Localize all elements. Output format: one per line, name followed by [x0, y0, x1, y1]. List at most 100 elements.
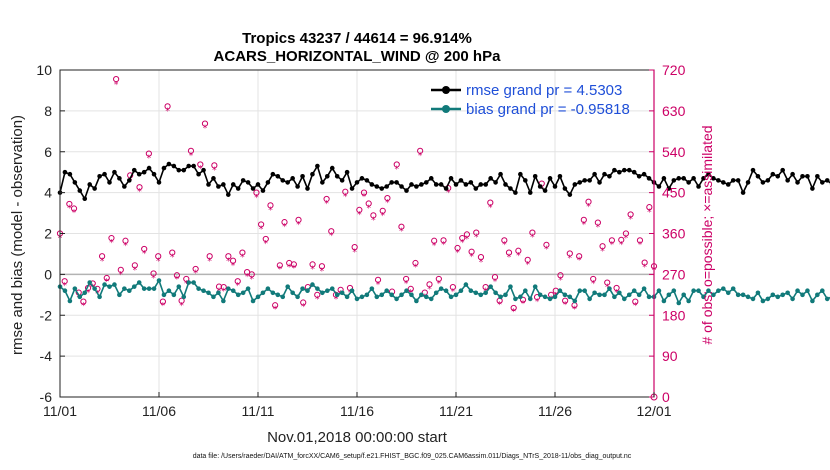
bias-point — [62, 288, 68, 294]
rmse-point — [770, 171, 776, 177]
bias-point — [557, 288, 563, 294]
obs-assimilated-point: * — [315, 295, 320, 305]
obs-assimilated-point: * — [81, 301, 86, 311]
bias-point — [285, 284, 291, 289]
rmse-point — [641, 171, 647, 177]
bias-point — [750, 296, 756, 302]
obs-assimilated-point: * — [156, 257, 161, 267]
obs-assimilated-point: * — [231, 261, 236, 271]
obs-possible-point — [178, 297, 185, 304]
obs-possible-point — [239, 249, 246, 256]
obs-assimilated-point: * — [100, 257, 105, 267]
bias-point — [567, 294, 573, 300]
obs-assimilated-point: * — [395, 165, 400, 175]
obs-possible-point — [183, 275, 190, 283]
obs-assimilated-point: * — [544, 245, 549, 255]
bias-point — [760, 298, 766, 304]
bias-point — [740, 292, 746, 298]
obs-assimilated-point: * — [390, 292, 395, 302]
bias-point — [730, 286, 736, 291]
rmse-point — [329, 165, 335, 171]
obs-possible-point — [267, 202, 274, 209]
obs-possible-point — [393, 161, 400, 168]
rmse-point — [92, 186, 97, 191]
bias-point — [374, 294, 380, 300]
obs-assimilated-point: * — [147, 154, 152, 164]
obs-assimilated-point: * — [647, 208, 652, 218]
rmse-point — [701, 176, 706, 181]
bias-point — [102, 282, 107, 287]
obs-possible-point — [145, 150, 152, 157]
obs-assimilated-point: * — [301, 302, 306, 312]
rmse-point — [379, 186, 385, 191]
bias-point — [146, 286, 152, 291]
rmse-point — [404, 188, 409, 193]
bias-point — [676, 300, 682, 306]
rmse-point — [503, 182, 508, 187]
rmse-point — [250, 186, 256, 191]
obs-possible-point — [524, 256, 531, 263]
obs-possible-point — [276, 262, 283, 269]
obs-assimilated-point: * — [62, 281, 67, 291]
bias-point — [518, 294, 523, 300]
bias-point — [67, 298, 73, 304]
bias-point — [641, 286, 647, 291]
bias-point — [513, 296, 518, 302]
obs-possible-point — [641, 259, 648, 266]
y-tick-label: 2 — [44, 226, 52, 242]
obs-assimilated-point: * — [633, 301, 638, 311]
obs-assimilated-point: * — [310, 265, 315, 275]
obs-possible-point — [98, 253, 106, 260]
bias-point — [275, 292, 281, 298]
obs-possible-point — [253, 189, 260, 196]
rmse-point — [810, 186, 815, 191]
bias-point — [612, 294, 617, 300]
obs-possible-point — [487, 199, 494, 206]
bias-point — [82, 290, 88, 296]
bias-point — [211, 294, 216, 300]
obs-possible-point — [505, 249, 513, 256]
rmse-point — [320, 180, 325, 185]
rmse-point — [414, 184, 419, 189]
obs-assimilated-point: * — [221, 287, 226, 297]
obs-assimilated-point: * — [493, 278, 498, 288]
bias-point — [448, 294, 454, 300]
obs-possible-point — [449, 283, 456, 291]
rmse-point — [745, 180, 751, 185]
obs-assimilated-point: * — [465, 235, 470, 245]
rmse-point — [646, 176, 652, 181]
rmse-point — [131, 167, 137, 173]
rmse-point — [622, 167, 627, 173]
bias-point — [344, 294, 350, 300]
bias-point — [532, 284, 538, 289]
obs-assimilated-point: * — [357, 211, 362, 221]
rmse-point — [820, 180, 825, 185]
rmse-point — [186, 163, 191, 169]
bias-point — [597, 292, 602, 298]
bias-point — [166, 288, 172, 294]
bias-point — [483, 290, 489, 296]
rmse-point — [577, 180, 583, 185]
legend-rmse-marker — [442, 86, 450, 94]
obs-assimilated-point: * — [577, 256, 582, 266]
rmse-point — [463, 182, 469, 187]
rmse-point — [716, 178, 721, 183]
x-tick-label: 11/06 — [142, 403, 176, 419]
rmse-point — [483, 182, 489, 187]
rmse-point — [196, 171, 201, 177]
x-tick-label: 11/26 — [538, 403, 572, 419]
obs-assimilated-point: * — [418, 151, 423, 161]
rmse-point — [542, 188, 548, 193]
rmse-point — [399, 184, 404, 189]
obs-assimilated-point: * — [530, 233, 535, 243]
obs-assimilated-point: * — [203, 124, 208, 134]
rmse-point — [612, 167, 617, 173]
bias-point — [181, 294, 187, 300]
grid-lines — [59, 69, 655, 398]
rmse-point — [592, 171, 597, 177]
obs-possible-point — [618, 236, 625, 243]
bias-point — [721, 286, 726, 291]
obs-assimilated-point: * — [568, 254, 573, 264]
rmse-point — [235, 186, 241, 191]
rmse-point — [607, 173, 612, 179]
